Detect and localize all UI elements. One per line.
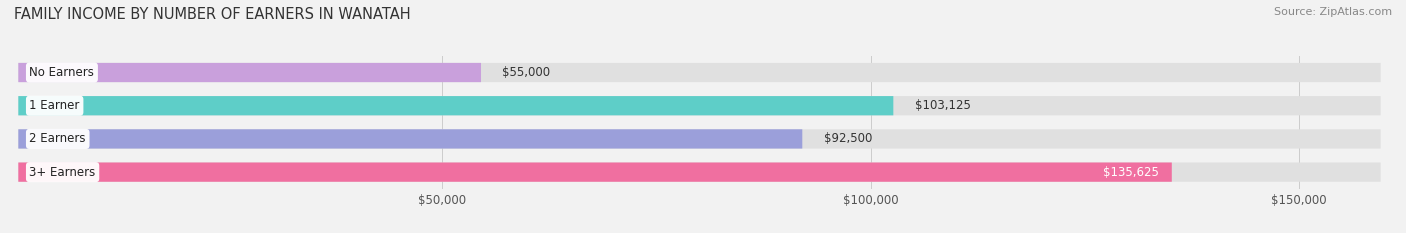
FancyBboxPatch shape [18,162,1171,182]
Text: FAMILY INCOME BY NUMBER OF EARNERS IN WANATAH: FAMILY INCOME BY NUMBER OF EARNERS IN WA… [14,7,411,22]
Text: $92,500: $92,500 [824,132,872,145]
FancyBboxPatch shape [18,63,1381,82]
FancyBboxPatch shape [18,129,803,149]
Text: 2 Earners: 2 Earners [30,132,86,145]
FancyBboxPatch shape [18,96,893,115]
Text: No Earners: No Earners [30,66,94,79]
Text: $55,000: $55,000 [502,66,551,79]
FancyBboxPatch shape [18,96,1381,115]
FancyBboxPatch shape [18,129,1381,149]
Text: $135,625: $135,625 [1104,166,1159,179]
Text: 1 Earner: 1 Earner [30,99,80,112]
FancyBboxPatch shape [18,63,481,82]
Text: $103,125: $103,125 [915,99,970,112]
Text: 3+ Earners: 3+ Earners [30,166,96,179]
Text: Source: ZipAtlas.com: Source: ZipAtlas.com [1274,7,1392,17]
FancyBboxPatch shape [18,162,1381,182]
